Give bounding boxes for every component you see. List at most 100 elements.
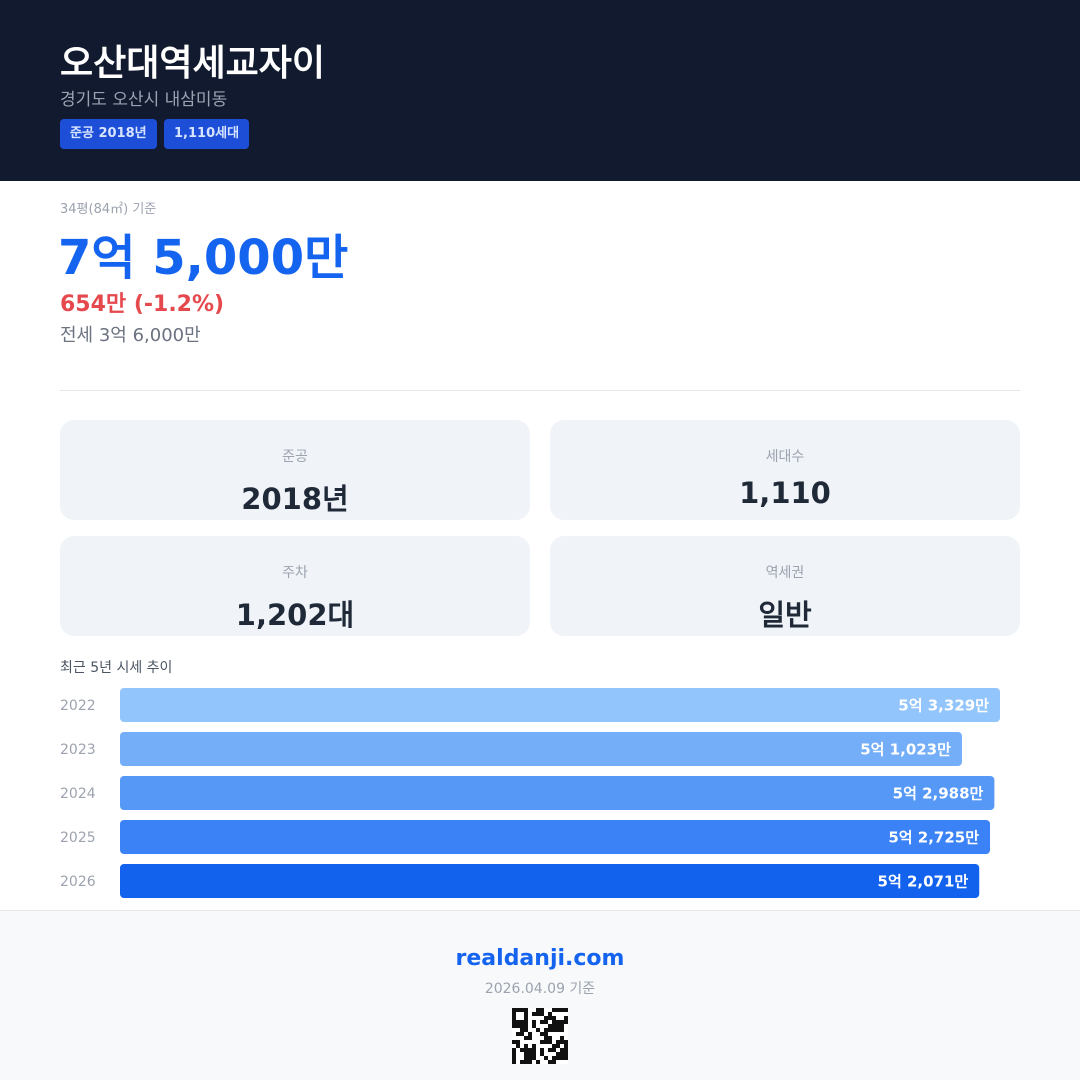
value-label: 5억 2,071만 — [878, 873, 969, 891]
qr-module — [556, 1024, 560, 1028]
footer: realdanji.com 2026.04.09 기준 — [0, 910, 1080, 1080]
badge: 준공 2018년 — [60, 119, 157, 149]
qr-module — [520, 1032, 524, 1036]
qr-module — [512, 1008, 516, 1012]
qr-module — [524, 1036, 528, 1040]
qr-module — [560, 1024, 564, 1028]
qr-module — [552, 1044, 556, 1048]
qr-module — [524, 1060, 528, 1064]
qr-module — [516, 1044, 520, 1048]
qr-module — [520, 1048, 524, 1052]
qr-module — [552, 1060, 556, 1064]
qr-module — [548, 1036, 552, 1040]
qr-module — [528, 1036, 532, 1040]
header: 오산대역세교자이 경기도 오산시 내삼미동 준공 2018년 1,110세대 — [0, 0, 1080, 181]
price-change: 654만 (-1.2%) — [60, 292, 225, 317]
stat-card: 주차 1,202대 — [60, 536, 530, 636]
qr-module — [524, 1056, 528, 1060]
qr-module — [520, 1020, 524, 1024]
qr-module — [564, 1016, 568, 1020]
qr-module — [560, 1052, 564, 1056]
title: 오산대역세교자이 — [60, 43, 325, 84]
stat-label: 주차 — [282, 565, 308, 581]
qr-module — [544, 1056, 548, 1060]
stat-value: 1,202대 — [235, 598, 355, 632]
qr-module — [552, 1016, 556, 1020]
qr-module — [536, 1012, 540, 1016]
qr-module — [520, 1008, 524, 1012]
stat-card: 세대수 1,110 — [550, 420, 1020, 520]
qr-module — [556, 1020, 560, 1024]
qr-module — [548, 1048, 552, 1052]
qr-module — [540, 1048, 544, 1052]
y-tick-label: 2026 — [60, 874, 96, 890]
qr-module — [544, 1016, 548, 1020]
qr-module — [556, 1040, 560, 1044]
jeonse: 전세 3억 6,000만 — [60, 325, 201, 346]
qr-module — [552, 1008, 556, 1012]
qr-module — [520, 1060, 524, 1064]
y-tick-label: 2024 — [60, 786, 96, 802]
qr-module — [548, 1060, 552, 1064]
qr-module — [560, 1040, 564, 1044]
qr-module — [548, 1012, 552, 1016]
qr-module — [524, 1048, 528, 1052]
qr-module — [560, 1036, 564, 1040]
qr-module — [540, 1032, 544, 1036]
qr-module — [532, 1012, 536, 1016]
price-basis: 34평(84㎡) 기준 — [60, 202, 157, 217]
qr-module — [512, 1012, 516, 1016]
qr-module — [564, 1056, 568, 1060]
qr-module — [544, 1040, 548, 1044]
qr-module — [540, 1008, 544, 1012]
qr-module — [544, 1036, 548, 1040]
qr-module — [556, 1028, 560, 1032]
bar — [120, 732, 962, 766]
qr-module — [552, 1020, 556, 1024]
qr-module — [524, 1020, 528, 1024]
qr-module — [552, 1048, 556, 1052]
qr-module — [532, 1052, 536, 1056]
y-tick-label: 2023 — [60, 742, 96, 758]
qr-module — [556, 1044, 560, 1048]
stat-card: 역세권 일반 — [550, 536, 1020, 636]
qr-module — [512, 1052, 516, 1056]
qr-module — [524, 1008, 528, 1012]
qr-module — [564, 1040, 568, 1044]
chart: 2022 5억 3,329만 2023 5억 1,023만 2024 5억 2,988만 2… — [60, 688, 1000, 898]
qr-module — [560, 1020, 564, 1024]
qr-module — [528, 1056, 532, 1060]
qr-module — [540, 1040, 544, 1044]
qr-module — [524, 1028, 528, 1032]
y-tick-label: 2022 — [60, 698, 96, 714]
qr-module — [552, 1024, 556, 1028]
qr-module — [548, 1016, 552, 1020]
qr-module — [560, 1028, 564, 1032]
address: 경기도 오산시 내삼미동 — [60, 90, 228, 110]
qr-module — [512, 1040, 516, 1044]
qr-module — [524, 1052, 528, 1056]
qr-module — [532, 1056, 536, 1060]
site[interactable]: realdanji.com — [455, 946, 625, 971]
bar — [120, 864, 980, 898]
qr-module — [544, 1020, 548, 1024]
qr-module — [532, 1044, 536, 1048]
stat-value: 2018년 — [241, 482, 349, 516]
qr-module — [516, 1032, 520, 1036]
qr-module — [528, 1052, 532, 1056]
qr-module — [528, 1060, 532, 1064]
qr-module — [564, 1044, 568, 1048]
stat-label: 세대수 — [765, 449, 805, 465]
qr-module — [524, 1016, 528, 1020]
qr-module — [524, 1044, 528, 1048]
qr-module — [564, 1052, 568, 1056]
qr-module — [536, 1008, 540, 1012]
value-label: 5억 1,023만 — [860, 741, 951, 759]
qr-code — [512, 1008, 568, 1064]
chart-title: 최근 5년 시세 추이 — [60, 660, 173, 676]
bar — [120, 820, 991, 854]
qr-module — [540, 1020, 544, 1024]
qr-module — [564, 1048, 568, 1052]
qr-module — [560, 1048, 564, 1052]
